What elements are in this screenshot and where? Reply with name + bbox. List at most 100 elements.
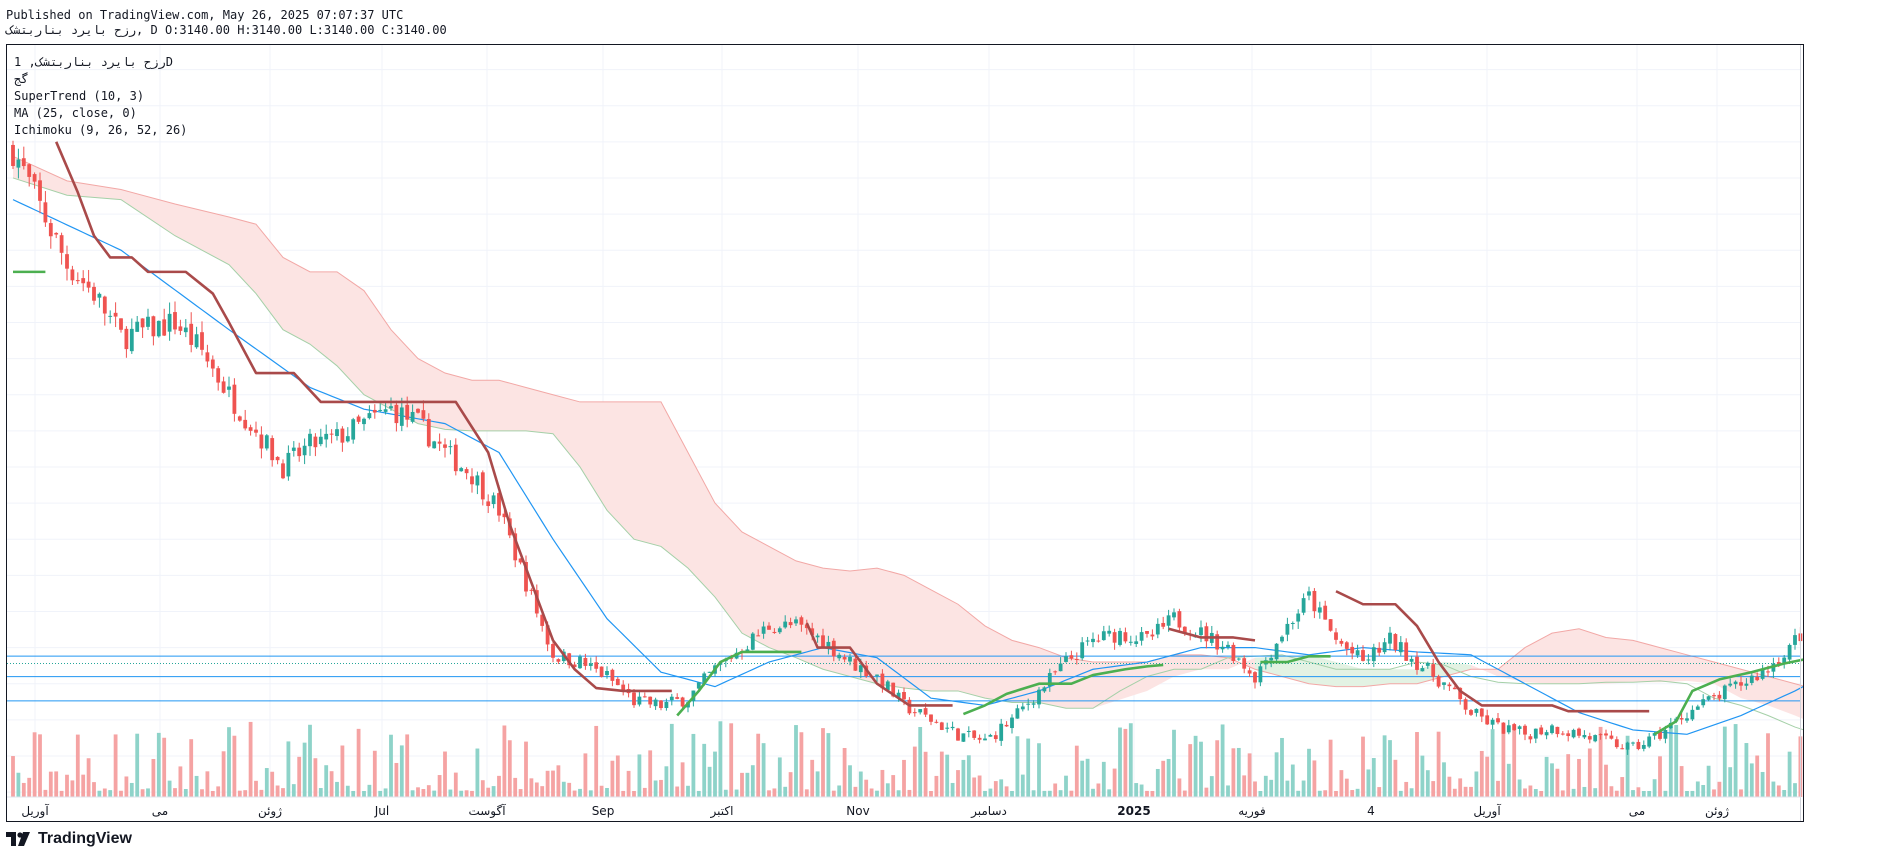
candle-body — [1766, 671, 1770, 673]
legend-symbol[interactable]: رزح بایرد بناربتشک, 1D — [14, 55, 173, 69]
volume-bar — [470, 790, 474, 797]
volume-bar — [302, 742, 307, 797]
candle-body — [750, 633, 755, 650]
volume-bar — [1096, 783, 1101, 797]
volume-bar — [1188, 744, 1193, 797]
candle-body — [102, 296, 107, 314]
volume-bar — [502, 725, 507, 797]
cloud-segment — [499, 380, 526, 431]
cloud-segment — [1201, 654, 1228, 670]
volume-bar — [1506, 763, 1511, 797]
candle-body — [383, 409, 388, 412]
candle-body — [767, 625, 771, 630]
candle-body — [1533, 728, 1538, 739]
candle-body — [675, 697, 680, 699]
volume-bar — [1479, 750, 1484, 797]
volume-bar — [713, 751, 717, 797]
volume-bar — [1744, 743, 1749, 797]
candle-body — [1101, 631, 1106, 641]
time-axis[interactable]: آوریل می ژوئن Jul آگوست Sep اکتبر Nov دسامبر 2025… — [7, 796, 1801, 819]
volume-bar — [1139, 784, 1144, 797]
candle-body — [302, 445, 307, 456]
candle-body — [1728, 683, 1733, 686]
candle-body — [108, 315, 113, 317]
volume-bar — [853, 786, 858, 797]
ohlc-line: رزح بایرد بناربتشک, D O:3140.00 H:3140.0… — [6, 23, 447, 37]
candle-body — [173, 312, 177, 330]
cloud-segment — [364, 290, 391, 410]
volume-bar — [1717, 781, 1722, 797]
candle-body — [1112, 632, 1117, 643]
volume-bar — [561, 781, 566, 797]
cloud-segment — [229, 216, 256, 294]
volume-bar — [394, 762, 399, 797]
volume-bar — [1663, 790, 1668, 797]
volume-bar — [1712, 789, 1716, 797]
volume-bar — [259, 789, 264, 797]
candle-body — [902, 692, 906, 700]
volume-bar — [162, 737, 167, 797]
legend-ichimoku[interactable]: Ichimoku (9, 26, 52, 26) — [14, 123, 188, 137]
candle-body — [497, 493, 501, 516]
volume-bar — [221, 751, 226, 797]
volume-bar — [151, 758, 156, 797]
volume-bar — [729, 723, 734, 797]
volume-bar — [1026, 738, 1031, 797]
volume-bar — [1112, 768, 1117, 797]
candle-body — [486, 501, 491, 507]
volume-bar — [950, 782, 955, 797]
candle-body — [1031, 703, 1036, 705]
volume-bar — [270, 771, 275, 797]
candle-body — [518, 558, 523, 563]
volume-bar — [1015, 736, 1020, 797]
candle-body — [896, 692, 901, 698]
cloud-segment — [1714, 662, 1741, 699]
volume-bar — [1145, 790, 1149, 797]
candle-body — [1199, 627, 1203, 636]
volume-bar — [324, 765, 329, 797]
legend-supertrend[interactable]: SuperTrend (10, 3) — [14, 89, 145, 103]
volume-bar — [945, 754, 950, 797]
candle-body — [264, 435, 269, 449]
cloud-segment — [1525, 633, 1552, 684]
candle-body — [1269, 657, 1274, 661]
volume-bar — [243, 790, 248, 797]
candle-body — [340, 428, 345, 443]
candle-body — [21, 158, 26, 167]
price-chart[interactable]: 7250.007000.006750.006500.006250.006000.… — [7, 45, 1803, 821]
candle-body — [1744, 683, 1749, 686]
legend-ma[interactable]: MA (25, close, 0) — [14, 106, 137, 120]
candle-body — [707, 671, 712, 673]
candle-body — [324, 433, 329, 440]
volume-bar — [1582, 786, 1587, 797]
volume-bar — [1555, 768, 1560, 797]
chart-legend: رزح بایرد بناربتشک, 1D گج SuperTrend (10… — [14, 54, 187, 139]
price-axis[interactable]: 7250.007000.006750.006500.006250.006000.… — [1800, 45, 1804, 821]
volume-bar — [783, 786, 788, 797]
candle-body — [1760, 669, 1765, 679]
candle-body — [1787, 644, 1792, 660]
brand-footer[interactable]: TradingView — [6, 830, 132, 848]
candle-body — [1242, 658, 1247, 669]
candle-body — [1463, 699, 1468, 710]
volume-bar — [891, 775, 896, 797]
cloud-segment — [175, 203, 229, 265]
volume-bar — [734, 789, 739, 797]
volume-bar — [875, 790, 879, 797]
candle-body — [1085, 640, 1090, 642]
candle-body — [1361, 650, 1365, 661]
volume-bar — [540, 786, 545, 797]
candle-body — [308, 433, 312, 447]
candle-body — [470, 476, 474, 485]
supertrend-line — [13, 141, 1803, 736]
chart-frame[interactable]: 7250.007000.006750.006500.006250.006000.… — [6, 44, 1804, 822]
volume-bar — [1247, 753, 1252, 797]
volume-bar — [956, 770, 960, 797]
candle-body — [1053, 671, 1058, 673]
volume-bar — [1166, 758, 1171, 797]
volume-bar — [432, 790, 437, 797]
candle-body — [794, 619, 798, 624]
volume-bar — [923, 751, 928, 797]
volume-bar — [837, 785, 842, 797]
candle-body — [1220, 646, 1225, 650]
